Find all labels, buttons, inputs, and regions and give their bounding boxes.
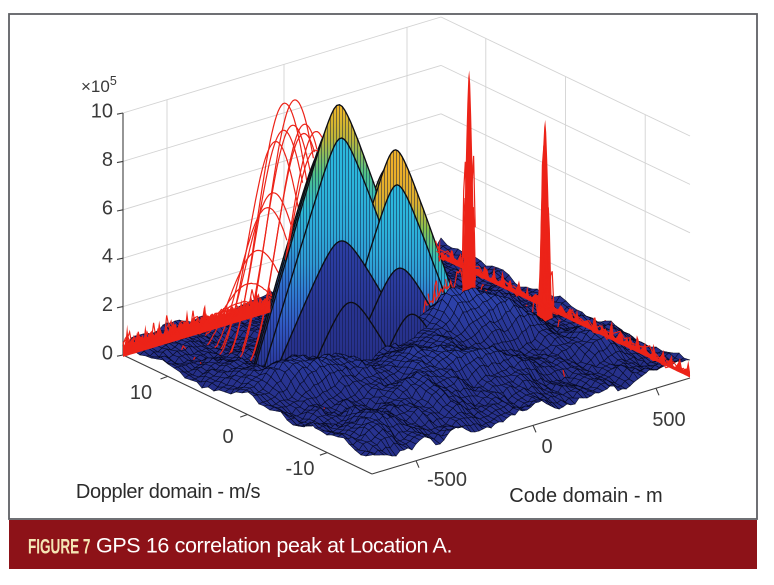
svg-text:0: 0 xyxy=(222,426,233,448)
svg-text:10: 10 xyxy=(91,101,113,123)
svg-text:GPS 16 correlation peak at Loc: GPS 16 correlation peak at Location A. xyxy=(96,534,452,558)
svg-text:-500: -500 xyxy=(427,469,467,491)
svg-text:-10: -10 xyxy=(286,458,315,480)
svg-text:8: 8 xyxy=(102,149,113,171)
svg-text:Code domain - m: Code domain - m xyxy=(509,485,662,507)
svg-text:500: 500 xyxy=(652,409,685,431)
svg-text:2: 2 xyxy=(102,294,113,316)
svg-text:FIGURE 7: FIGURE 7 xyxy=(28,534,90,558)
svg-text:×105: ×105 xyxy=(81,74,117,96)
svg-text:10: 10 xyxy=(130,382,152,404)
svg-text:0: 0 xyxy=(541,436,552,458)
svg-text:6: 6 xyxy=(102,197,113,219)
svg-text:Doppler domain - m/s: Doppler domain - m/s xyxy=(76,481,261,503)
svg-text:0: 0 xyxy=(102,343,113,365)
svg-text:4: 4 xyxy=(102,246,113,268)
